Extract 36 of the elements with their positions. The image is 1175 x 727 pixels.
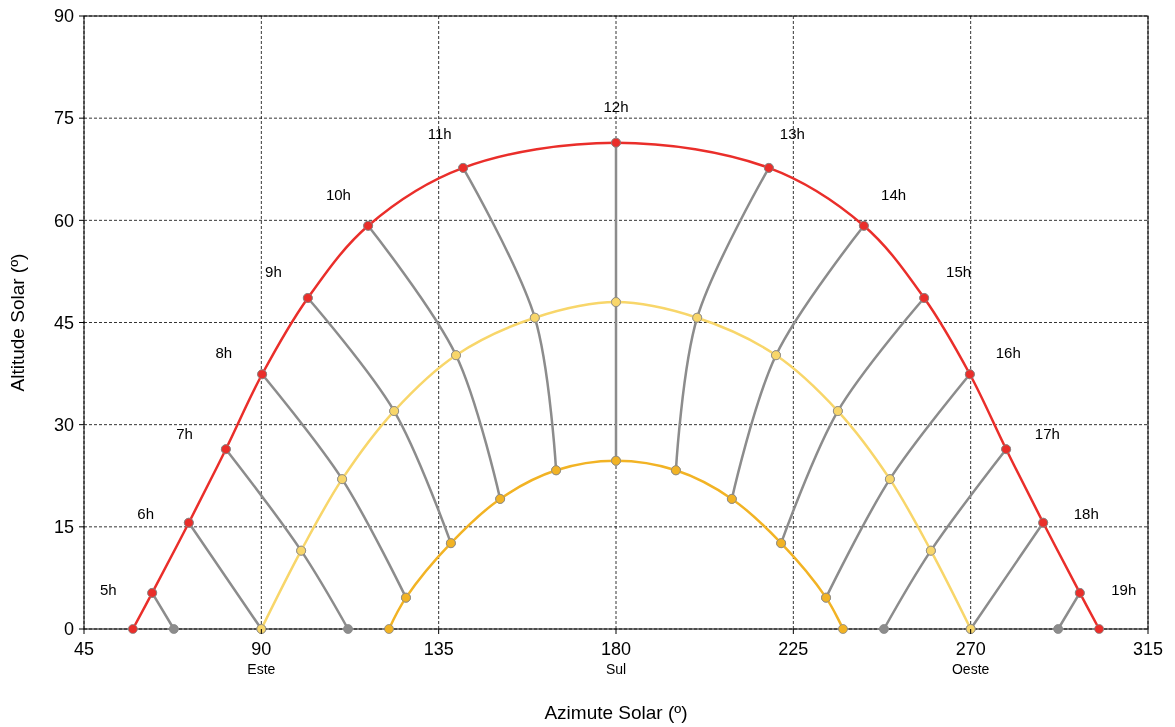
annotation: 5h bbox=[99, 581, 117, 599]
y-tick-label: 60 bbox=[53, 210, 74, 231]
y-tick-label: 30 bbox=[53, 414, 74, 435]
x-tick-label: 45 bbox=[73, 639, 95, 659]
annotation: 10h bbox=[325, 186, 351, 204]
point bbox=[127, 624, 138, 634]
point bbox=[1094, 624, 1105, 634]
annotation: 13h bbox=[779, 124, 805, 142]
annotation: 7h bbox=[176, 425, 193, 443]
x-axis-title: Azimute Solar (º) bbox=[544, 702, 688, 723]
annotation: 14h bbox=[881, 186, 907, 204]
point bbox=[1053, 624, 1064, 634]
annotation: 8h bbox=[215, 344, 233, 362]
x-tick-label: 225 bbox=[778, 639, 809, 659]
y-tick-label: 45 bbox=[53, 312, 74, 333]
annotation: 9h bbox=[265, 262, 282, 280]
x-tick-label: 135 bbox=[423, 639, 454, 659]
y-axis-title: Altitude Solar (º) bbox=[7, 253, 28, 392]
point bbox=[838, 624, 848, 634]
annotation: 6h bbox=[137, 505, 155, 523]
annotation: 11h bbox=[427, 124, 452, 142]
annotation: 19h bbox=[1111, 581, 1137, 599]
annotation: 18h bbox=[1073, 505, 1099, 523]
x-tick-label: 315 bbox=[1132, 639, 1164, 659]
point bbox=[168, 624, 179, 634]
annotation: 15h bbox=[946, 262, 972, 280]
point bbox=[384, 624, 394, 634]
annotation: 17h bbox=[1034, 425, 1060, 443]
y-tick-label: 15 bbox=[53, 517, 74, 538]
annotation: 16h bbox=[995, 344, 1021, 362]
annotation: 12h bbox=[603, 97, 629, 115]
point bbox=[343, 624, 353, 634]
y-tick-label: 90 bbox=[53, 6, 74, 27]
y-tick-label: 75 bbox=[53, 108, 74, 129]
point bbox=[879, 624, 889, 634]
y-tick-label: 0 bbox=[63, 619, 74, 640]
